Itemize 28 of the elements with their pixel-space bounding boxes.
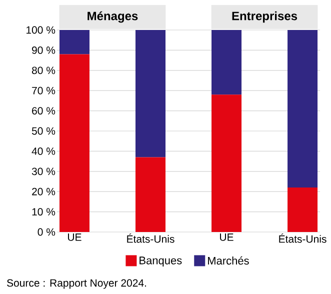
y-tick-label: 70 %	[32, 86, 56, 94]
y-tick-label: 60 %	[32, 107, 56, 115]
y-tick-label: 90 %	[32, 46, 56, 54]
bar	[59, 54, 90, 232]
y-tick-label: 100 %	[26, 26, 56, 34]
source-note: Source : Rapport Noyer 2024.	[7, 279, 146, 289]
bar	[212, 30, 242, 95]
text: Entreprises	[232, 11, 298, 23]
bar	[288, 188, 318, 232]
y-tick-label: 10 %	[32, 208, 56, 216]
x-tick-label: UE	[220, 234, 234, 241]
legend-label: Marchés	[208, 256, 249, 265]
y-tick-label: 40 %	[32, 147, 56, 155]
y-tick-label: 30 %	[32, 168, 56, 176]
bar	[212, 94, 242, 232]
x-tick-label: UE	[68, 234, 82, 241]
bar	[288, 30, 318, 188]
y-tick-label: 80 %	[32, 66, 56, 74]
y-tick-label: 50 %	[32, 127, 56, 135]
bar	[135, 157, 166, 232]
text: Ménages	[88, 11, 138, 23]
bar	[135, 30, 166, 158]
bar	[59, 30, 90, 54]
x-tick-label: États-Unis	[127, 234, 174, 243]
y-tick-label: 0 %	[38, 228, 56, 236]
x-tick-label: États-Unis	[279, 234, 326, 243]
legend-label: Banques	[140, 256, 182, 267]
y-tick-label: 20 %	[32, 188, 56, 196]
